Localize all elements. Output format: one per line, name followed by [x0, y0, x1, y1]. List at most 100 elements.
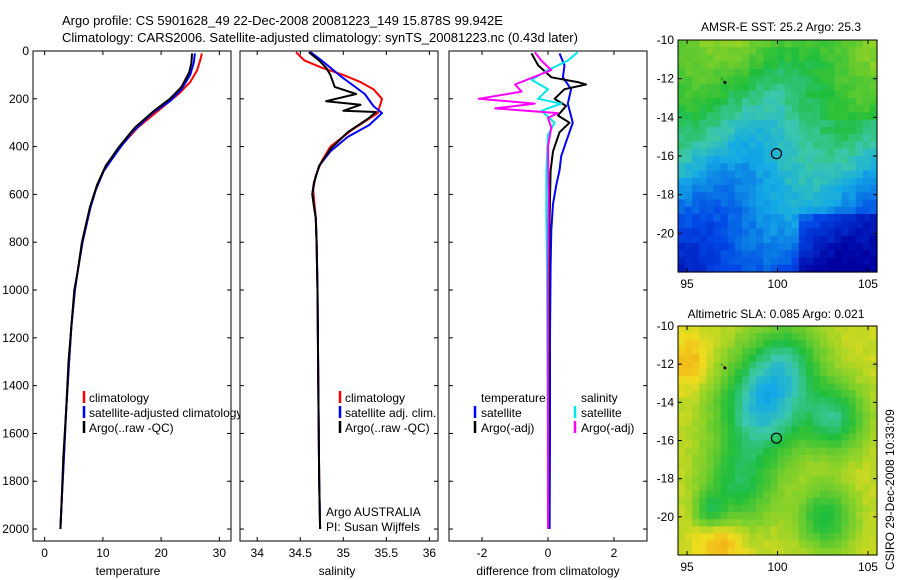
heatmap-cell — [706, 90, 715, 99]
heatmap-cell — [756, 476, 764, 485]
heatmap-cell — [692, 411, 700, 420]
heatmap-cell — [756, 433, 764, 442]
series-line-temperature-satellite — [548, 53, 574, 530]
heatmap-cell — [805, 54, 814, 63]
heatmap-cell — [784, 354, 793, 363]
heatmap-cell — [841, 347, 850, 356]
heatmap-cell — [685, 526, 693, 535]
heatmap-cell — [763, 447, 771, 456]
heatmap-cell — [749, 192, 757, 201]
heatmap-cell — [713, 228, 722, 237]
heatmap-cell — [734, 419, 743, 427]
heatmap-cell — [756, 447, 764, 456]
heatmap-cell — [791, 340, 800, 349]
heatmap-cell — [727, 264, 736, 273]
heatmap-cell — [713, 163, 722, 172]
heatmap-cell — [749, 512, 757, 520]
heatmap-cell — [869, 404, 878, 413]
heatmap-cell — [855, 519, 864, 527]
heatmap-cell — [841, 547, 850, 556]
heatmap-cell — [848, 340, 857, 349]
heatmap-cell — [805, 497, 814, 506]
heatmap-cell — [749, 90, 757, 99]
heatmap-cell — [727, 326, 736, 334]
heatmap-cell — [834, 221, 843, 230]
heatmap-cell — [862, 257, 871, 266]
heatmap-cell — [741, 105, 750, 114]
heatmap-cell — [720, 354, 729, 363]
heatmap-cell — [692, 119, 700, 128]
heatmap-cell — [770, 105, 779, 114]
heatmap-cell — [770, 61, 779, 70]
heatmap-cell — [855, 497, 864, 506]
heatmap-cell — [706, 69, 715, 77]
heatmap-cell — [855, 250, 864, 259]
heatmap-cell — [841, 257, 850, 266]
heatmap-cell — [827, 419, 835, 427]
heatmap-cell — [699, 177, 708, 186]
heatmap-cell — [706, 119, 715, 128]
heatmap-cell — [869, 163, 878, 172]
heatmap-cell — [855, 411, 864, 420]
heatmap-cell — [869, 390, 878, 399]
heatmap-cell — [713, 368, 722, 377]
heatmap-cell — [827, 112, 835, 121]
sla-heatmap — [678, 326, 878, 556]
heatmap-cell — [756, 411, 764, 420]
heatmap-cell — [841, 119, 850, 128]
legend-header-salinity: salinity — [581, 391, 618, 405]
heatmap-cell — [862, 547, 871, 556]
heatmap-cell — [841, 512, 850, 520]
heatmap-cell — [869, 199, 878, 208]
heatmap-cell — [862, 526, 871, 535]
heatmap-cell — [756, 69, 764, 77]
heatmap-cell — [777, 404, 786, 413]
heatmap-cell — [820, 206, 828, 215]
heatmap-cell — [791, 40, 800, 48]
heatmap-cell — [862, 390, 871, 399]
heatmap-cell — [756, 264, 764, 273]
heatmap-cell — [727, 170, 736, 179]
heatmap-cell — [777, 221, 786, 230]
heatmap-cell — [734, 361, 743, 370]
heatmap-cell — [791, 221, 800, 230]
heatmap-cell — [777, 426, 786, 434]
heatmap-cell — [848, 426, 857, 434]
heatmap-cell — [798, 411, 807, 420]
legend-label-sal-argo: Argo(-adj) — [581, 421, 634, 435]
heatmap-cell — [713, 361, 722, 370]
heatmap-cell — [841, 40, 850, 48]
heatmap-cell — [713, 54, 722, 63]
heatmap-cell — [741, 228, 750, 237]
heatmap-cell — [862, 76, 871, 85]
heatmap-cell — [720, 105, 729, 114]
heatmap-cell — [756, 257, 764, 266]
heatmap-cell — [869, 340, 878, 349]
heatmap-cell — [727, 354, 736, 363]
heatmap-cell — [848, 504, 857, 513]
heatmap-cell — [855, 112, 864, 121]
heatmap-cell — [756, 469, 764, 477]
heatmap-cell — [834, 540, 843, 549]
heatmap-cell — [699, 156, 708, 164]
heatmap-cell — [827, 411, 835, 420]
heatmap-cell — [749, 347, 757, 356]
heatmap-cell — [862, 476, 871, 485]
heatmap-cell — [706, 98, 715, 106]
heatmap-cell — [820, 83, 828, 92]
heatmap-cell — [741, 40, 750, 48]
heatmap-cell — [720, 376, 729, 384]
heatmap-cell — [827, 354, 835, 363]
heatmap-cell — [827, 40, 835, 48]
heatmap-cell — [727, 163, 736, 172]
heatmap-cell — [720, 490, 729, 499]
heatmap-cell — [720, 185, 729, 193]
heatmap-cell — [855, 476, 864, 485]
difference-legend: temperature salinity satellite Argo(-adj… — [473, 391, 634, 435]
heatmap-cell — [720, 368, 729, 377]
heatmap-cell — [770, 141, 779, 150]
heatmap-cell — [855, 361, 864, 370]
heatmap-cell — [713, 333, 722, 341]
heatmap-cell — [869, 69, 878, 77]
heatmap-cell — [777, 519, 786, 527]
